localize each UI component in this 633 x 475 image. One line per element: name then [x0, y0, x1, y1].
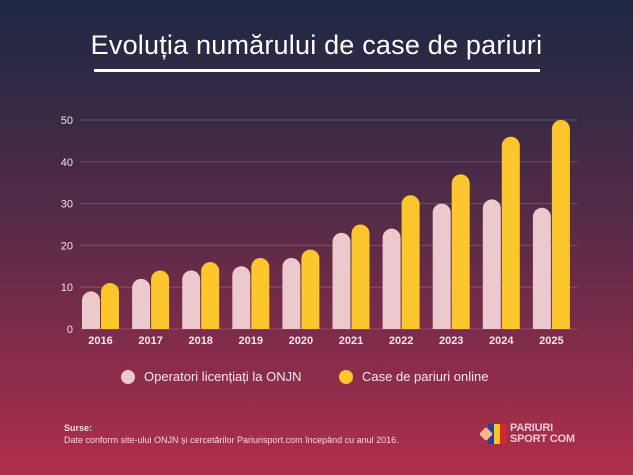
logo-line1: PARIURI — [510, 422, 554, 434]
bar-operatori-2019 — [232, 266, 251, 329]
legend-swatch — [121, 369, 135, 384]
bar-online-2023 — [451, 174, 470, 329]
x-tick-label: 2020 — [289, 335, 313, 347]
x-tick-label: 2017 — [138, 335, 162, 347]
y-tick-label: 40 — [61, 157, 73, 169]
x-tick-label: 2019 — [239, 335, 263, 347]
x-tick-label: 2018 — [188, 335, 212, 347]
bar-operatori-2020 — [282, 257, 301, 329]
bar-operatori-2025 — [532, 207, 551, 329]
bar-operatori-2017 — [132, 278, 151, 329]
legend-item-online: Case de pariuri online — [339, 369, 488, 384]
legend-swatch — [339, 369, 353, 384]
x-tick-label: 2024 — [489, 335, 514, 347]
bar-operatori-2023 — [432, 203, 451, 329]
bar-operatori-2021 — [332, 232, 351, 329]
chart-title: Evoluția numărului de case de pariuri — [90, 30, 543, 60]
bar-operatori-2016 — [82, 291, 100, 329]
bar-online-2021 — [351, 224, 370, 329]
bar-online-2019 — [251, 257, 270, 329]
sources-text: Date conform site-ului ONJN și cercetări… — [64, 435, 399, 445]
bar-online-2025 — [551, 120, 570, 329]
x-tick-label: 2022 — [389, 335, 413, 347]
legend-label: Case de pariuri online — [362, 369, 489, 384]
pariurisport-logo: PARIURI SPORT COM — [478, 422, 575, 445]
sources-heading: Surse: — [64, 423, 93, 433]
y-tick-label: 20 — [61, 240, 73, 252]
y-tick-label: 30 — [61, 199, 73, 211]
x-tick-label: 2016 — [88, 335, 112, 347]
bar-chart: 0 10 20 30 40 50 2016 2017 2018 2019 2020 2021 2022… — [60, 115, 570, 347]
bar-operatori-2018 — [182, 270, 201, 329]
bar-operatori-2024 — [482, 199, 501, 329]
y-tick-label: 50 — [61, 115, 73, 127]
bar-online-2020 — [301, 249, 320, 329]
legend-item-operatori: Operatori licențiați la ONJN — [121, 369, 302, 384]
title-underline — [94, 69, 540, 72]
bars — [82, 120, 570, 329]
sources-note: Surse: Date conform site-ului ONJN și ce… — [64, 422, 399, 446]
y-tick-label: 0 — [67, 324, 73, 336]
x-tick-label: 2023 — [439, 335, 463, 347]
legend: Operatori licențiați la ONJN Case de par… — [0, 369, 633, 389]
bar-online-2024 — [501, 136, 520, 329]
x-axis-ticks: 2016 2017 2018 2019 2020 2021 2022 2023 2024 2025 — [88, 335, 563, 347]
bar-online-2016 — [101, 283, 119, 329]
bar-online-2022 — [401, 195, 420, 329]
bar-online-2018 — [201, 262, 220, 329]
legend-label: Operatori licențiați la ONJN — [144, 369, 302, 384]
bar-online-2017 — [151, 270, 170, 329]
y-axis-ticks: 0 10 20 30 40 50 — [61, 115, 73, 336]
x-tick-label: 2025 — [539, 335, 563, 347]
logo-line2: SPORT COM — [510, 433, 575, 445]
bar-operatori-2022 — [382, 228, 401, 329]
y-tick-label: 10 — [61, 282, 73, 294]
flag-icon — [478, 424, 506, 444]
x-tick-label: 2021 — [339, 335, 363, 347]
